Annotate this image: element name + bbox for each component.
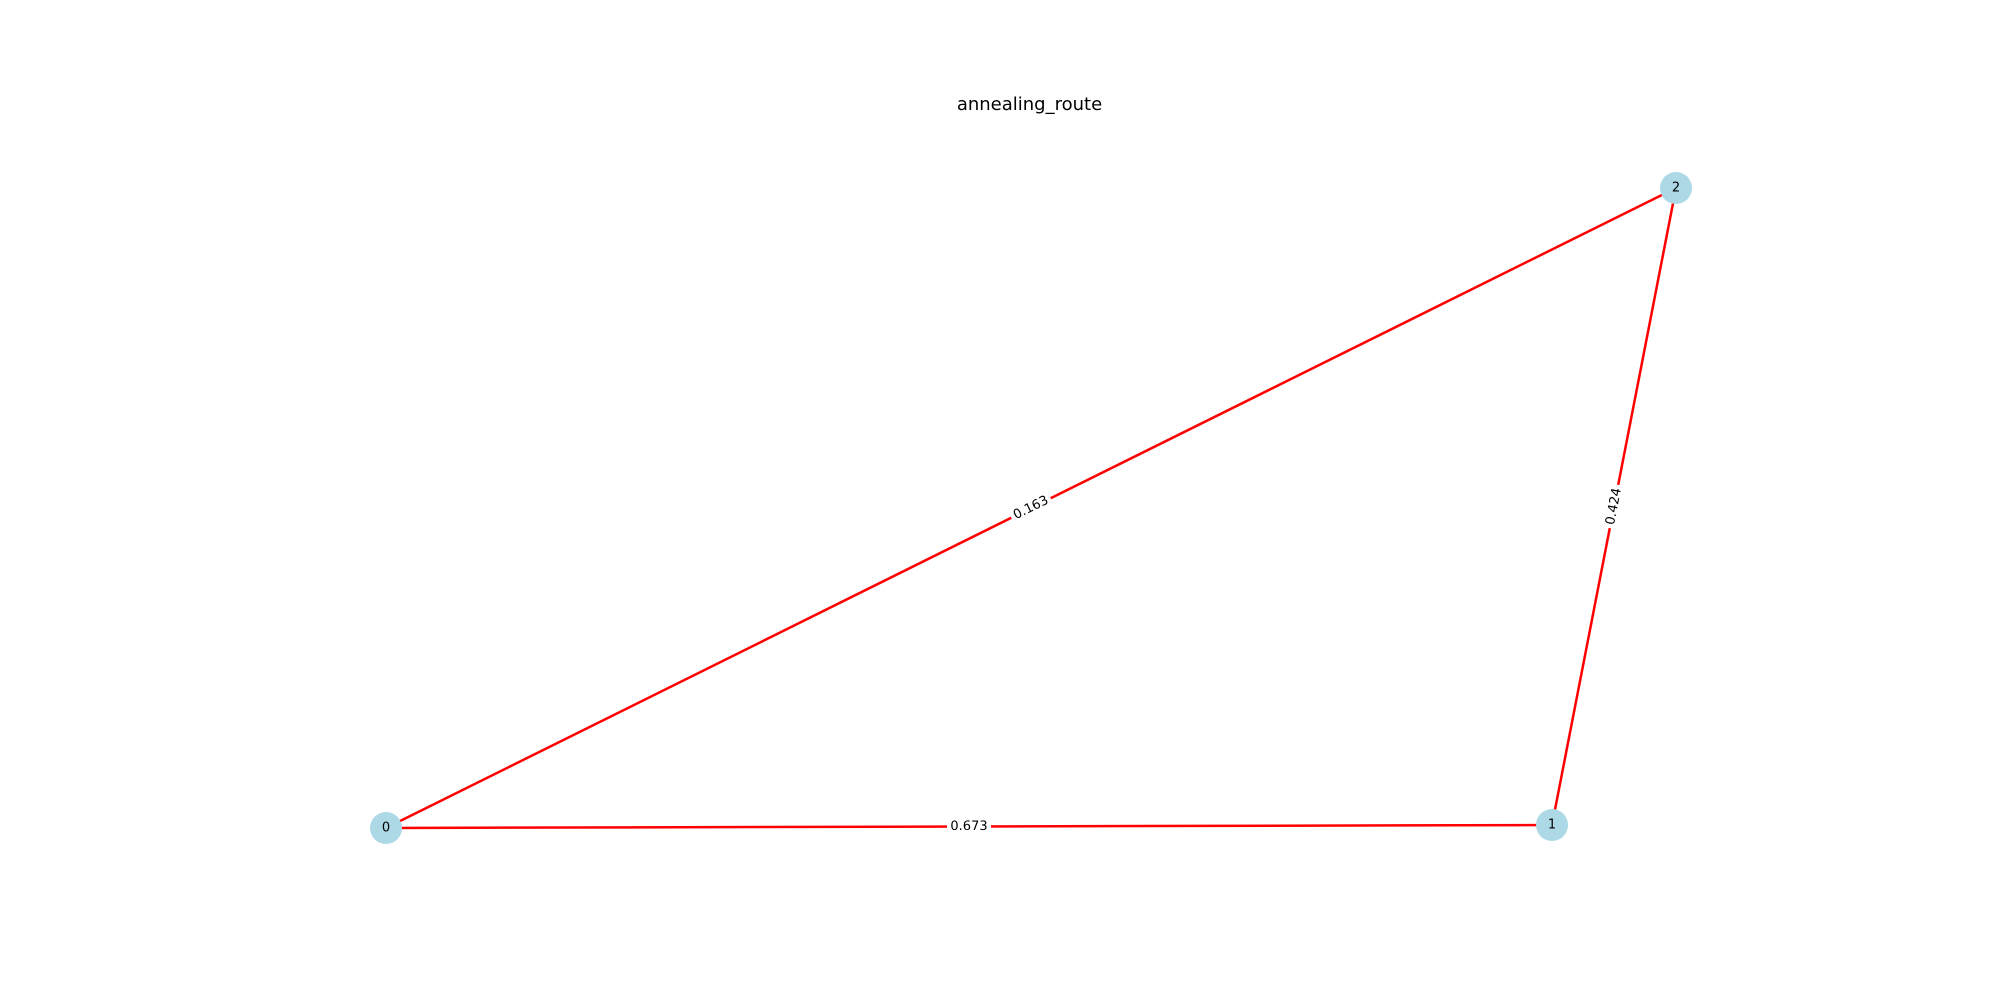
edge-label-group-2-1: 0.424	[1600, 483, 1628, 530]
edge-label-background	[946, 817, 992, 836]
node-2	[1660, 172, 1692, 204]
nodes-layer: 0 1 2	[370, 172, 1692, 844]
edge-labels-layer: 0.163 0.424 0.673	[946, 483, 1628, 836]
node-label-1: 1	[1548, 818, 1556, 833]
edge-label-background	[1007, 490, 1055, 526]
diagram-title: annealing_route	[956, 94, 1103, 115]
node-1	[1536, 809, 1568, 841]
edge-label-group-0-1: 0.673	[946, 817, 992, 836]
edge-weight-label: 0.673	[950, 819, 987, 834]
node-label-0: 0	[382, 821, 390, 836]
edge-label-background	[1600, 483, 1628, 530]
edge-label-group-0-2: 0.163	[1007, 490, 1055, 526]
edge-weight-label: 0.163	[1011, 493, 1051, 523]
edge-weight-label: 0.424	[1603, 487, 1625, 526]
node-label-2: 2	[1672, 181, 1680, 196]
node-0	[370, 812, 402, 844]
